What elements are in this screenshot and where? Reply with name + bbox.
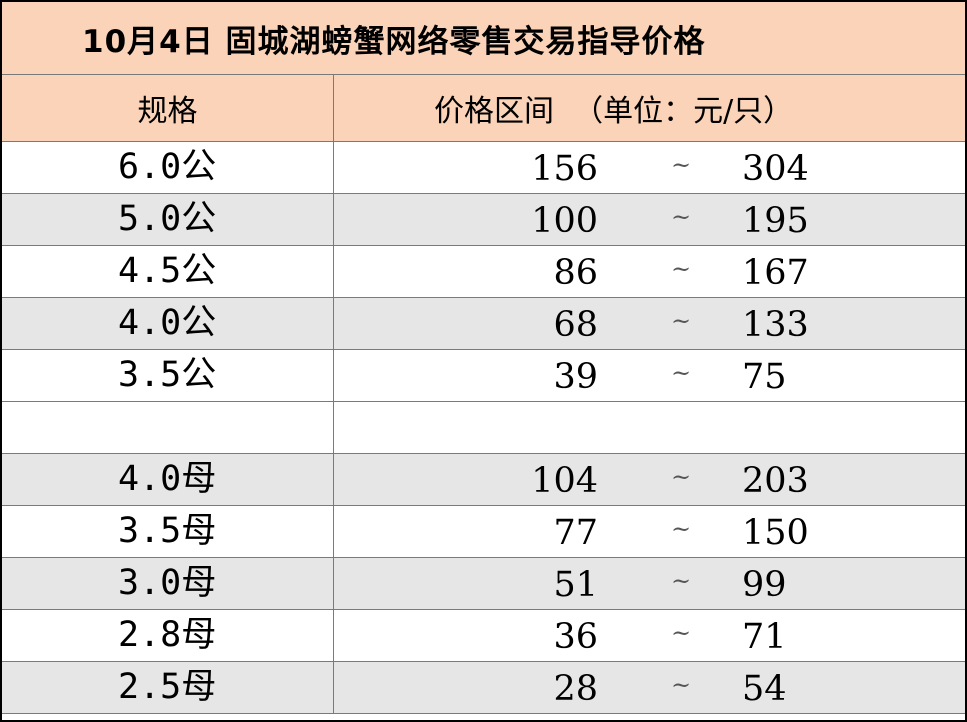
table-row: 5.0公 100 ~ 195 xyxy=(2,194,965,246)
cell-price-low: 28 xyxy=(553,669,598,709)
cell-price-high: 54 xyxy=(742,669,787,709)
table-row: 4.0母 104 ~ 203 xyxy=(2,454,965,506)
table-row: 6.0公 156 ~ 304 xyxy=(2,142,965,194)
cell-spec xyxy=(2,402,334,453)
cell-separator: ~ xyxy=(670,307,692,335)
cell-spec: 2.5母 xyxy=(2,662,334,713)
cell-price-high: 203 xyxy=(742,461,809,501)
cell-spec: 4.0公 xyxy=(2,298,334,349)
table-body: 6.0公 156 ~ 304 5.0公 100 ~ 195 4.5公 86 ~ … xyxy=(2,142,965,714)
table-row: 3.5母 77 ~ 150 xyxy=(2,506,965,558)
cell-price-low: 39 xyxy=(553,357,598,397)
cell-separator: ~ xyxy=(670,151,692,179)
cell-separator: ~ xyxy=(670,359,692,387)
cell-separator xyxy=(666,402,696,453)
cell-price-high: 99 xyxy=(742,565,787,605)
cell-price-high: 304 xyxy=(742,149,809,189)
cell-spec: 2.8母 xyxy=(2,610,334,661)
table-row-spacer xyxy=(2,402,965,454)
cell-spec: 5.0公 xyxy=(2,194,334,245)
cell-price-low: 36 xyxy=(553,617,598,657)
table-row: 2.8母 36 ~ 71 xyxy=(2,610,965,662)
cell-price-low xyxy=(334,402,598,453)
column-header-spec: 规格 xyxy=(2,75,334,141)
table-title: 10月4日 固城湖螃蟹网络零售交易指导价格 xyxy=(2,2,965,75)
cell-price-high: 133 xyxy=(742,305,809,345)
cell-spec: 3.5母 xyxy=(2,506,334,557)
table-row: 4.5公 86 ~ 167 xyxy=(2,246,965,298)
table-header: 规格 价格区间 （单位：元/只） xyxy=(2,75,965,142)
cell-separator: ~ xyxy=(670,203,692,231)
cell-spec: 4.5公 xyxy=(2,246,334,297)
cell-price-high: 167 xyxy=(742,253,809,293)
table-row: 3.5公 39 ~ 75 xyxy=(2,350,965,402)
cell-price-high xyxy=(742,402,942,453)
cell-price-low: 86 xyxy=(553,253,598,293)
table-row: 4.0公 68 ~ 133 xyxy=(2,298,965,350)
cell-separator: ~ xyxy=(670,567,692,595)
cell-spec: 4.0母 xyxy=(2,454,334,505)
cell-spec: 6.0公 xyxy=(2,142,334,193)
cell-price-low: 100 xyxy=(531,201,598,241)
cell-separator: ~ xyxy=(670,515,692,543)
cell-price-high: 150 xyxy=(742,513,809,553)
cell-price-low: 51 xyxy=(553,565,598,605)
cell-price-low: 68 xyxy=(553,305,598,345)
column-header-price: 价格区间 （单位：元/只） xyxy=(434,94,794,129)
cell-separator: ~ xyxy=(670,671,692,699)
cell-separator: ~ xyxy=(670,619,692,647)
cell-price-high: 71 xyxy=(742,617,787,657)
cell-separator: ~ xyxy=(670,463,692,491)
table-row: 2.5母 28 ~ 54 xyxy=(2,662,965,714)
cell-spec: 3.0母 xyxy=(2,558,334,609)
cell-price-high: 195 xyxy=(742,201,809,241)
cell-spec: 3.5公 xyxy=(2,350,334,401)
cell-price-high: 75 xyxy=(742,357,787,397)
cell-price-low: 77 xyxy=(553,513,598,553)
cell-separator: ~ xyxy=(670,255,692,283)
table-row: 3.0母 51 ~ 99 xyxy=(2,558,965,610)
cell-price-low: 156 xyxy=(531,149,598,189)
cell-price-low: 104 xyxy=(531,461,598,501)
